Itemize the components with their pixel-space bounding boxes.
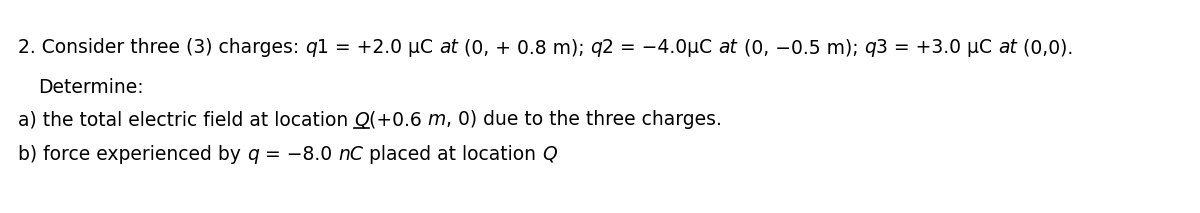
Text: Q: Q	[542, 145, 557, 164]
Text: placed at location: placed at location	[362, 145, 542, 164]
Text: 2. Consider three (3) charges:: 2. Consider three (3) charges:	[18, 38, 305, 57]
Text: a) the total electric field at location: a) the total electric field at location	[18, 110, 354, 129]
Text: = −8.0: = −8.0	[259, 145, 338, 164]
Text: , 0) due to the three charges.: , 0) due to the three charges.	[446, 110, 722, 129]
Text: (0, + 0.8 m);: (0, + 0.8 m);	[458, 38, 590, 57]
Text: Q: Q	[354, 110, 370, 129]
Text: q: q	[864, 38, 876, 57]
Text: 1 = +2.0 μC: 1 = +2.0 μC	[317, 38, 439, 57]
Text: q: q	[305, 38, 317, 57]
Text: 2 = −4.0μC: 2 = −4.0μC	[602, 38, 719, 57]
Text: (0,0).: (0,0).	[1016, 38, 1073, 57]
Text: nC: nC	[338, 145, 362, 164]
Text: at: at	[439, 38, 458, 57]
Text: 3 = +3.0 μC: 3 = +3.0 μC	[876, 38, 998, 57]
Text: (+0.6: (+0.6	[370, 110, 427, 129]
Text: q: q	[247, 145, 259, 164]
Text: (0, −0.5 m);: (0, −0.5 m);	[738, 38, 864, 57]
Text: b) force experienced by: b) force experienced by	[18, 145, 247, 164]
Text: at: at	[719, 38, 738, 57]
Text: at: at	[998, 38, 1016, 57]
Text: Determine:: Determine:	[38, 78, 144, 97]
Text: m: m	[427, 110, 446, 129]
Text: q: q	[590, 38, 602, 57]
